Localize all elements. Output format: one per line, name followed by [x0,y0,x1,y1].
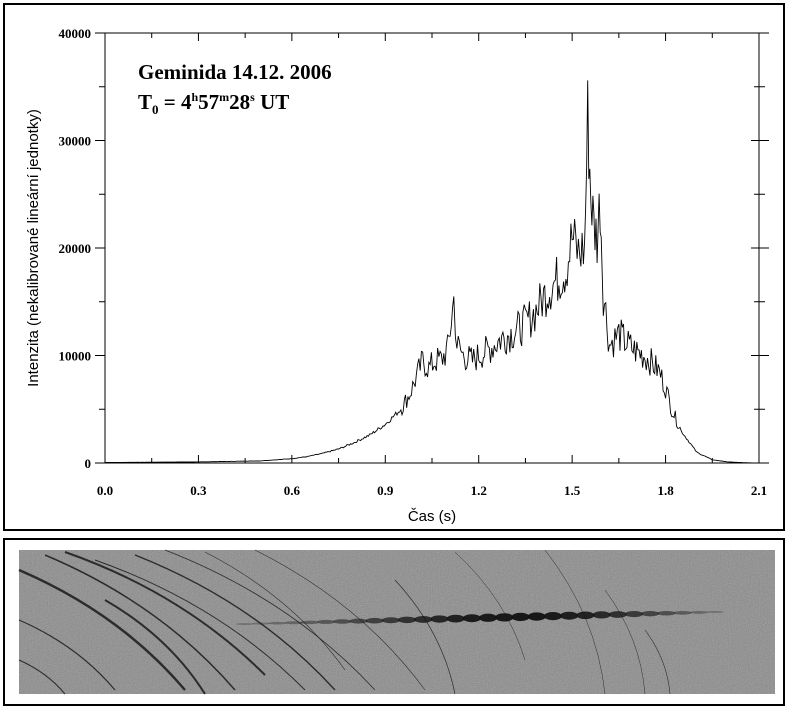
meteor-segment [446,614,465,623]
meteor-segment [592,611,611,619]
meteor-trail [236,610,724,625]
meteor-photo-panel [3,538,785,706]
meteor-segment [268,621,287,625]
y-axis-title: Intenzita (nekalibrované lineární jednot… [25,109,42,387]
subtitle-s: s [250,90,255,104]
meteor-segment [511,612,530,622]
x-tick-label: 0.0 [97,483,113,498]
star-trail [604,589,646,695]
subtitle-suffix: UT [255,90,289,114]
star-trail [64,551,266,676]
meteor-segment [365,617,384,624]
meteor-segment [543,612,562,621]
star-trail [394,579,456,695]
series-line [105,80,759,464]
meteor-segment [641,610,660,617]
star-trail [44,554,236,691]
meteor-segment [236,623,254,625]
meteor-segment [706,611,724,613]
chart-subtitle: T0 = 4h57m28s UT [138,90,289,117]
y-tick-label: 20000 [59,241,92,256]
meteor-photo [18,549,775,695]
chart-canvas: 0.0 0.3 0.6 0.9 1.2 1.5 1.8 2.1 0 10000 20000 30000… [25,26,769,525]
tick-labels: 0.0 0.3 0.6 0.9 1.2 1.5 1.8 2.1 0 10000 20000 30000… [59,26,768,498]
meteor-segment [673,610,692,615]
subtitle-eq: = 4 [159,90,192,114]
meteor-segment [527,612,546,621]
subtitle-sub: 0 [152,102,159,117]
meteor-segment [381,617,400,624]
star-trail [164,549,376,691]
y-tick-label: 30000 [59,134,92,149]
meteor-segment [300,620,319,625]
meteor-segment [560,611,579,620]
subtitle-mid1: 57 [198,90,219,114]
star-trail [18,568,186,691]
meteor-segment [333,619,352,624]
star-trail [454,551,526,661]
y-tick-label: 40000 [59,26,92,41]
subtitle-h: h [191,90,198,104]
meteor-segment [462,614,481,623]
y-tick-label: 10000 [59,349,92,364]
star-trail [18,619,116,691]
x-tick-label: 1.2 [471,483,487,498]
meteor-segment [252,622,271,625]
star-trail [18,659,66,695]
meteor-segment [414,615,433,623]
meteor-segment [317,619,336,624]
x-tick-label: 0.9 [377,483,394,498]
star-trail [204,551,346,671]
star-trail [94,559,306,691]
meteor-segment [608,611,627,618]
x-axis-title: Čas (s) [408,508,456,525]
meteor-segment [479,613,498,622]
star-trail [254,549,426,691]
meteor-segment [430,615,449,623]
x-tick-label: 0.6 [284,483,301,498]
x-tick-label: 0.3 [190,483,207,498]
star-trails [18,549,671,695]
meteor-segment [689,610,708,614]
subtitle-prefix: T [138,90,152,114]
x-tick-label: 1.5 [564,483,581,498]
y-tick-label: 0 [85,456,92,471]
star-trail [134,554,336,691]
star-trail [104,599,206,695]
meteor-segment [398,616,417,624]
meteor-segment [349,618,368,624]
x-tick-label: 2.1 [751,483,767,498]
meteor-segment [576,611,595,620]
axis-ticks [95,32,769,464]
meteor-segment [657,610,676,616]
meteor-segment [284,621,303,625]
star-trail [644,629,671,695]
chart-title: Geminida 14.12. 2006 [138,60,332,84]
subtitle-m: m [219,90,229,104]
chart-panel: 0.0 0.3 0.6 0.9 1.2 1.5 1.8 2.1 0 10000 20000 30000… [3,3,785,531]
meteor-segment [624,611,643,618]
meteor-segment [495,613,514,622]
x-tick-label: 1.8 [657,483,674,498]
subtitle-mid2: 28 [229,90,250,114]
